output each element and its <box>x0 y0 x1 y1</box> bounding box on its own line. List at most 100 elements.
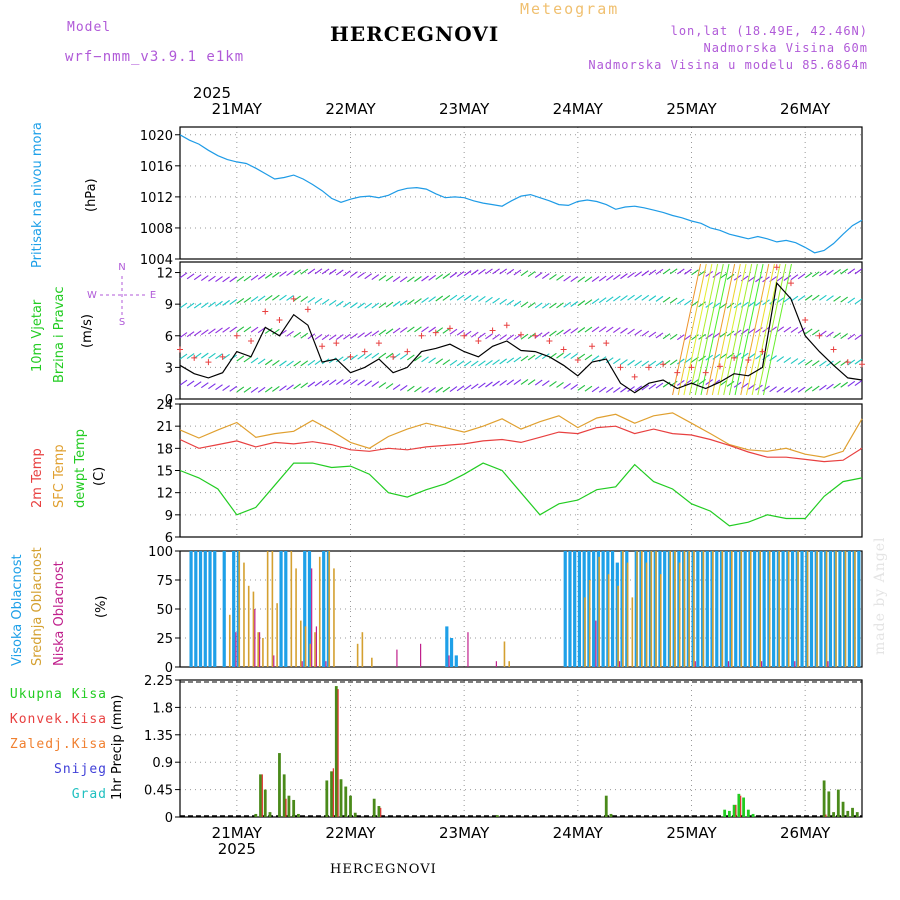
wind-barb <box>499 334 508 341</box>
precip-convective-bar <box>735 804 737 817</box>
wind-barb <box>691 300 699 307</box>
y-tick-label: 1.35 <box>144 729 173 744</box>
cloud-bar <box>827 661 829 667</box>
cloud-bar <box>189 551 193 667</box>
wind-barb <box>215 327 223 334</box>
wind-barb <box>385 383 394 389</box>
cloud-bar <box>622 551 624 667</box>
wind-barb <box>200 329 209 336</box>
precip-total-bar <box>287 795 291 817</box>
wind-barb <box>179 353 188 360</box>
wind-barb <box>250 357 259 364</box>
wind-barb <box>549 302 557 309</box>
wind-barb <box>314 380 323 387</box>
chart-kind-label: Meteogram <box>520 0 620 18</box>
cloud-bar <box>258 632 261 667</box>
wind-barb <box>428 326 436 333</box>
wind-gust-streak <box>723 263 753 396</box>
precip-total-bar <box>727 810 731 817</box>
wind-barb <box>343 333 351 340</box>
cloud-bar <box>800 551 804 667</box>
wind-barb <box>371 352 380 359</box>
legend-convective-rain: Konvek.Kisa <box>9 712 107 727</box>
wind-barb <box>847 380 856 387</box>
cloud-bar <box>361 632 364 667</box>
precip-total-bar <box>344 786 348 817</box>
wind-barb <box>328 268 337 275</box>
wind-barb <box>264 359 273 366</box>
cloud-bar <box>641 551 643 667</box>
precip-total-bar <box>372 798 376 817</box>
day-label-top: 21MAY <box>212 100 263 118</box>
wind-barb <box>499 298 508 305</box>
wind-gust-marker <box>844 359 851 366</box>
cloud-bar <box>584 597 586 667</box>
y-tick-label: 0.9 <box>152 756 173 771</box>
cloud-bar <box>203 551 207 667</box>
wind-barb <box>179 379 188 386</box>
wind-barb <box>797 273 806 280</box>
wind-gust-marker <box>375 340 382 347</box>
wind-barb <box>314 333 323 340</box>
wind-barb <box>556 329 564 336</box>
wind-barb <box>840 268 849 275</box>
cloud-bar <box>683 551 686 667</box>
wind-barb <box>186 302 195 309</box>
wind-barb <box>691 269 699 276</box>
wind-barb <box>421 356 429 363</box>
y-tick-label: 6 <box>165 531 173 546</box>
cloud-bar <box>809 551 814 667</box>
wind-barb <box>549 381 557 387</box>
wind-barb <box>854 380 863 387</box>
wind-barb <box>755 276 763 283</box>
precip-total-bar <box>751 813 755 817</box>
cloud-bar <box>790 551 795 667</box>
wind-barb <box>243 386 252 393</box>
cloud-bar <box>857 551 861 667</box>
wind-barb <box>534 302 543 309</box>
wind-barb <box>385 275 394 282</box>
wind-barb <box>549 330 557 337</box>
wind-barb <box>840 296 849 303</box>
wind-barb <box>357 272 365 279</box>
wind-barb <box>335 356 344 363</box>
legend-hail: Grad <box>71 787 107 802</box>
day-label-top: 22MAY <box>325 100 376 118</box>
panel-frame <box>179 261 863 400</box>
wind-barb <box>272 359 280 366</box>
wind-barb <box>563 275 571 282</box>
wind-barb <box>357 332 365 339</box>
wind-barb <box>790 274 799 281</box>
y-tick-label: 2.25 <box>144 674 173 689</box>
wind-barb <box>854 298 863 305</box>
wind-barb <box>407 354 415 361</box>
wind-barb <box>200 382 209 389</box>
wind-barb <box>684 379 692 386</box>
wind-barb <box>513 356 522 363</box>
wind-gust-marker <box>574 357 581 364</box>
wind-barb <box>719 380 728 387</box>
wind-barb <box>811 294 820 301</box>
wind-barb <box>506 299 515 306</box>
cloud-bar <box>794 661 796 667</box>
wind-barb <box>613 327 621 334</box>
wind-barb <box>442 359 451 366</box>
precip-convective-bar <box>285 798 287 817</box>
wind-barb <box>449 359 458 366</box>
cloud-bar <box>448 655 450 667</box>
wind-barb <box>193 330 202 337</box>
wind-barb <box>350 333 358 339</box>
wind-gust-marker <box>702 369 709 376</box>
wind-barb <box>691 334 699 341</box>
cloud-bar <box>262 638 264 667</box>
altitude-label: Nadmorska Visina 60m <box>703 41 868 55</box>
wind-barb <box>819 360 827 367</box>
wind-barb <box>506 268 515 275</box>
wind-barb <box>698 301 706 308</box>
wind-barb <box>598 386 607 393</box>
day-label-bottom: 23MAY <box>439 824 490 842</box>
wind-barb <box>478 332 486 339</box>
wind-barb <box>634 329 642 336</box>
wind-gust-marker <box>177 346 183 353</box>
y-tick-label: 1.8 <box>152 701 173 716</box>
